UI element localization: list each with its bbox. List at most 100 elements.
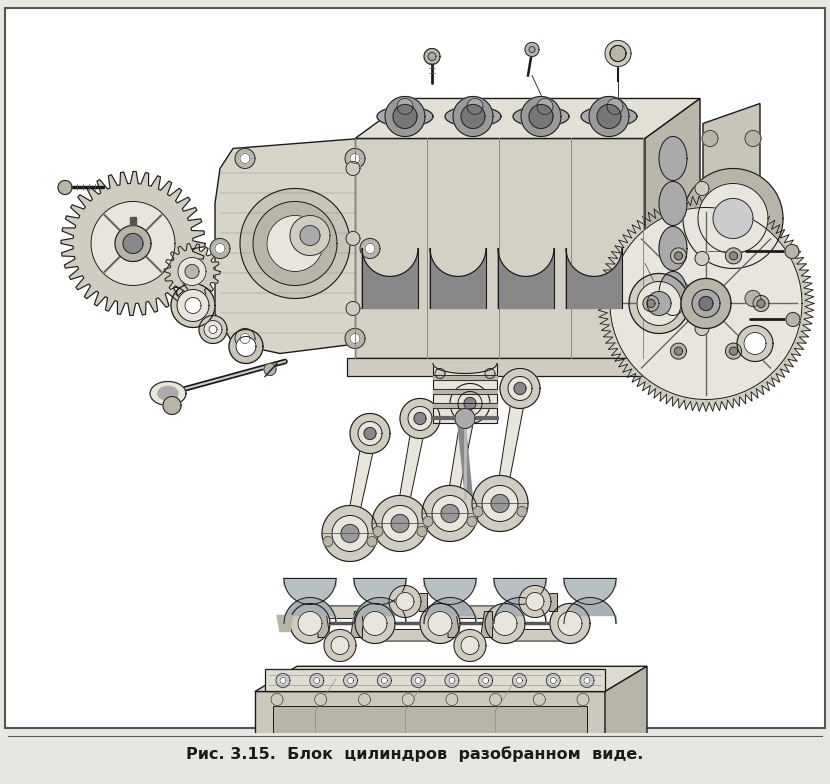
Polygon shape: [545, 593, 557, 612]
Polygon shape: [236, 336, 256, 357]
Polygon shape: [385, 96, 425, 136]
Polygon shape: [58, 180, 72, 194]
Polygon shape: [526, 739, 544, 757]
Polygon shape: [350, 154, 360, 164]
Polygon shape: [695, 181, 709, 195]
Polygon shape: [498, 249, 554, 308]
Polygon shape: [290, 604, 330, 644]
Polygon shape: [344, 673, 358, 688]
Polygon shape: [558, 612, 582, 636]
Polygon shape: [490, 694, 501, 706]
Polygon shape: [659, 227, 687, 270]
Polygon shape: [415, 677, 421, 684]
Polygon shape: [115, 226, 151, 262]
Polygon shape: [393, 104, 417, 129]
Polygon shape: [482, 485, 518, 521]
Polygon shape: [513, 593, 525, 612]
Polygon shape: [215, 139, 375, 354]
Polygon shape: [300, 226, 320, 245]
Polygon shape: [483, 677, 489, 684]
Polygon shape: [164, 244, 220, 299]
Polygon shape: [671, 343, 686, 359]
Polygon shape: [433, 364, 497, 423]
Polygon shape: [525, 42, 539, 56]
Polygon shape: [485, 368, 495, 379]
Polygon shape: [433, 404, 497, 408]
Polygon shape: [310, 673, 324, 688]
Polygon shape: [441, 504, 459, 522]
Polygon shape: [411, 673, 425, 688]
Polygon shape: [581, 107, 637, 126]
Polygon shape: [199, 315, 227, 343]
Polygon shape: [445, 673, 459, 688]
Polygon shape: [534, 694, 545, 706]
Polygon shape: [494, 579, 546, 604]
Polygon shape: [355, 604, 395, 644]
Polygon shape: [428, 53, 436, 60]
Polygon shape: [514, 383, 526, 394]
Bar: [265, 670, 605, 691]
Polygon shape: [786, 313, 800, 326]
Polygon shape: [364, 427, 376, 440]
Polygon shape: [61, 172, 205, 315]
Polygon shape: [130, 217, 136, 226]
Polygon shape: [235, 328, 255, 348]
Polygon shape: [537, 99, 553, 114]
Polygon shape: [529, 104, 553, 129]
Polygon shape: [363, 612, 387, 636]
Polygon shape: [284, 579, 336, 604]
Polygon shape: [328, 634, 352, 645]
Polygon shape: [494, 597, 546, 623]
Polygon shape: [433, 390, 497, 394]
Polygon shape: [424, 49, 440, 64]
Polygon shape: [354, 597, 406, 623]
Polygon shape: [178, 257, 206, 285]
Polygon shape: [355, 99, 700, 139]
Polygon shape: [523, 601, 547, 612]
Polygon shape: [472, 475, 528, 532]
Polygon shape: [367, 536, 377, 546]
Polygon shape: [350, 333, 360, 343]
Polygon shape: [393, 601, 417, 612]
Polygon shape: [610, 208, 802, 400]
Polygon shape: [400, 398, 440, 438]
Polygon shape: [422, 485, 478, 542]
Polygon shape: [512, 673, 526, 688]
Polygon shape: [323, 536, 333, 546]
Polygon shape: [240, 154, 250, 164]
Polygon shape: [290, 216, 330, 256]
Polygon shape: [745, 130, 761, 147]
Polygon shape: [209, 325, 217, 333]
Polygon shape: [341, 524, 359, 543]
Polygon shape: [432, 495, 468, 532]
Polygon shape: [598, 195, 814, 412]
Polygon shape: [430, 249, 486, 308]
Polygon shape: [681, 278, 731, 328]
Polygon shape: [440, 368, 490, 379]
Polygon shape: [467, 517, 477, 527]
Polygon shape: [450, 383, 490, 423]
Polygon shape: [703, 103, 760, 357]
Polygon shape: [433, 364, 497, 373]
Polygon shape: [496, 387, 527, 504]
Polygon shape: [359, 694, 370, 706]
Polygon shape: [605, 41, 631, 67]
Polygon shape: [204, 321, 222, 339]
Polygon shape: [607, 99, 623, 114]
Polygon shape: [448, 612, 460, 637]
Polygon shape: [659, 271, 687, 315]
Polygon shape: [753, 296, 769, 311]
Polygon shape: [150, 382, 186, 405]
Polygon shape: [377, 107, 433, 126]
Polygon shape: [550, 604, 590, 644]
Polygon shape: [529, 46, 535, 53]
Polygon shape: [314, 677, 320, 684]
Polygon shape: [383, 593, 395, 612]
Polygon shape: [276, 673, 290, 688]
Polygon shape: [446, 694, 458, 706]
Polygon shape: [360, 238, 380, 259]
Polygon shape: [445, 107, 501, 126]
Polygon shape: [730, 347, 738, 355]
Polygon shape: [643, 296, 659, 311]
Polygon shape: [240, 333, 250, 343]
